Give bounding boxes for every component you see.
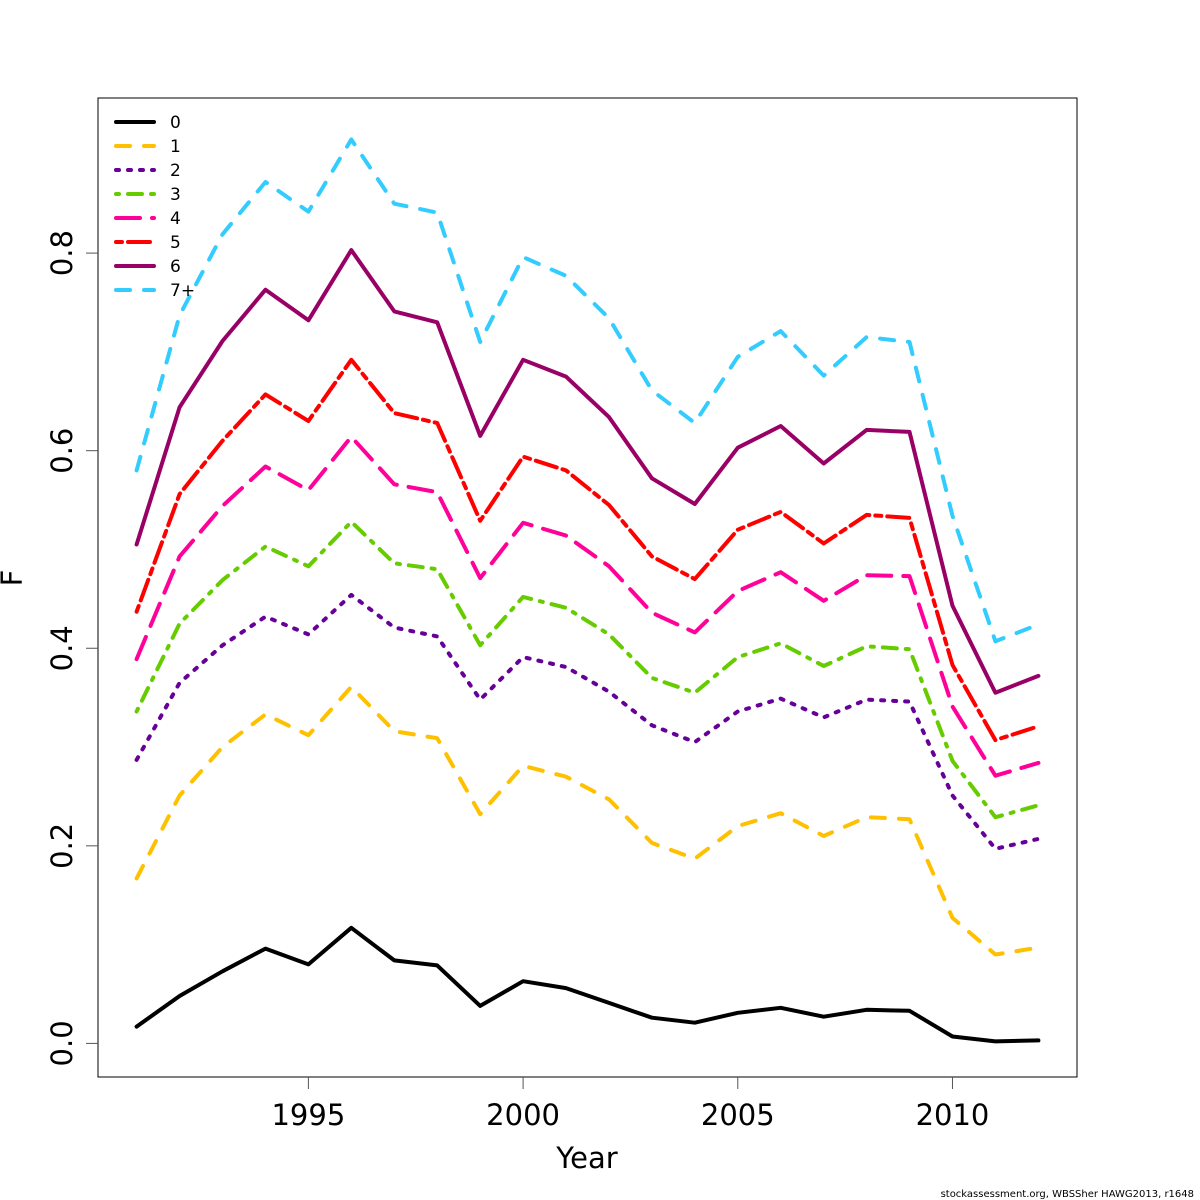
series-line-age-6 xyxy=(134,248,1041,695)
x-tick-label: 2005 xyxy=(701,1098,775,1132)
legend-label-age-4: 4 xyxy=(170,209,181,229)
series-line-age-5 xyxy=(134,357,1041,743)
x-tick-label: 2000 xyxy=(486,1098,560,1132)
series-line-age-3 xyxy=(134,519,1041,820)
legend-label-age-1: 1 xyxy=(170,137,181,157)
y-tick-label: 0.2 xyxy=(45,823,79,869)
x-tick-label: 1995 xyxy=(271,1098,345,1132)
legend-label-age-2: 2 xyxy=(170,161,181,181)
series-line-age-4 xyxy=(134,434,1041,778)
y-tick-label: 0.4 xyxy=(45,625,79,671)
legend-label-age-0: 0 xyxy=(170,113,181,133)
legend: 0 1 2 3 4 5 6 7+ xyxy=(114,113,195,301)
series-layer xyxy=(134,137,1041,1044)
series-line-age-1 xyxy=(134,684,1041,957)
x-axis-title: Year xyxy=(555,1141,617,1175)
legend-label-age-7plus: 7+ xyxy=(170,281,195,301)
footer-credit: stockassessment.org, WBSSher HAWG2013, r… xyxy=(941,1189,1194,1200)
y-tick-label: 0.8 xyxy=(45,230,79,276)
x-tick-label: 2010 xyxy=(916,1098,990,1132)
x-axis: 1995 2000 2005 2010 xyxy=(271,1077,989,1132)
y-axis: 0.0 0.2 0.4 0.6 0.8 xyxy=(45,230,98,1066)
legend-label-age-3: 3 xyxy=(170,185,181,205)
series-line-age-2 xyxy=(134,592,1041,851)
plot-frame xyxy=(97,97,1078,1078)
y-axis-title: F xyxy=(0,570,29,587)
legend-label-age-5: 5 xyxy=(170,233,181,253)
legend-label-age-6: 6 xyxy=(170,257,181,277)
y-tick-label: 0.6 xyxy=(45,428,79,474)
series-line-age-0 xyxy=(134,925,1041,1044)
y-tick-label: 0.0 xyxy=(45,1020,79,1066)
series-line-age-7plus xyxy=(134,137,1041,644)
